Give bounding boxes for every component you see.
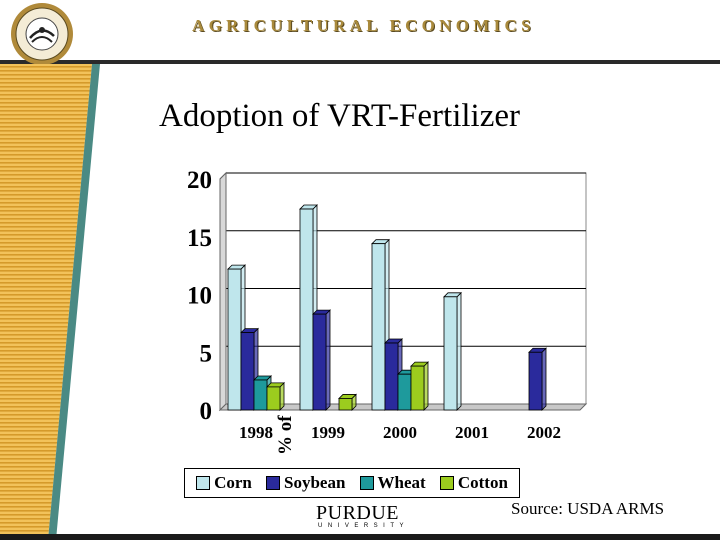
y-tick-label: 0 [200, 398, 213, 425]
bar-soybean-1998 [240, 332, 255, 411]
chart-legend: Corn Soybean Wheat Cotton [184, 468, 520, 498]
legend-swatch-cotton [439, 476, 454, 490]
legend-label-corn: Corn [214, 473, 252, 492]
purdue-logo-word: PURDUE [316, 502, 400, 524]
header-bar [0, 0, 720, 62]
bar-soybean-2002 [528, 351, 543, 411]
bar-corn-2001-side [456, 291, 462, 411]
x-tick-label: 2000 [383, 423, 417, 442]
bar-corn-2000 [371, 243, 386, 411]
bar-corn-1999 [299, 208, 314, 411]
header-title: AGRICULTURAL ECONOMICS [192, 16, 535, 35]
bar-wheat-2000 [397, 373, 412, 411]
y-tick-label: 10 [187, 283, 212, 310]
bar-cotton-2000 [410, 365, 425, 411]
legend-item-wheat: Wheat [359, 473, 426, 493]
x-tick-label: 2001 [455, 423, 489, 442]
purdue-logo-sub: UNIVERSITY [318, 523, 410, 529]
department-seal-icon [11, 3, 73, 65]
x-tick-label: 1999 [311, 423, 345, 442]
bar-corn-2001 [443, 296, 458, 411]
x-tick-label: 2002 [527, 423, 561, 442]
decorative-stripe [0, 64, 100, 540]
bar-cotton-1999 [338, 398, 353, 411]
legend-swatch-wheat [359, 476, 374, 490]
legend-item-cotton: Cotton [439, 473, 508, 493]
legend-item-corn: Corn [196, 473, 252, 493]
bar-cotton-1998 [266, 386, 281, 411]
bar-soybean-1999-side [325, 309, 331, 411]
legend-item-soybean: Soybean [265, 473, 346, 493]
bar-corn-1998 [227, 268, 242, 411]
source-note: Source: USDA ARMS [511, 499, 665, 518]
bar-cotton-1998-side [279, 381, 285, 411]
bar-cotton-2000-side [423, 361, 429, 411]
purdue-logo: PURDUE UNIVERSITY [316, 502, 408, 534]
x-tick-label: 1998 [239, 423, 273, 442]
bar-chart: % of planted acres 051015201998199920002… [187, 167, 588, 455]
header-divider [0, 60, 720, 64]
legend-label-cotton: Cotton [457, 473, 508, 492]
y-tick-label: 15 [187, 225, 212, 252]
legend-label-wheat: Wheat [377, 473, 426, 492]
bar-wheat-1998 [253, 379, 268, 411]
bar-soybean-2000 [384, 342, 399, 411]
legend-swatch-soybean [265, 476, 280, 490]
y-tick-label: 5 [200, 340, 213, 367]
legend-label-soybean: Soybean [283, 473, 346, 492]
legend-swatch-corn [196, 476, 211, 490]
slide-title: Adoption of VRT-Fertilizer [159, 98, 520, 134]
bar-soybean-1999 [312, 313, 327, 411]
bottom-divider [0, 534, 720, 540]
side-wall [219, 171, 227, 412]
y-tick-label: 20 [187, 167, 212, 194]
bar-soybean-2002-side [541, 347, 547, 411]
